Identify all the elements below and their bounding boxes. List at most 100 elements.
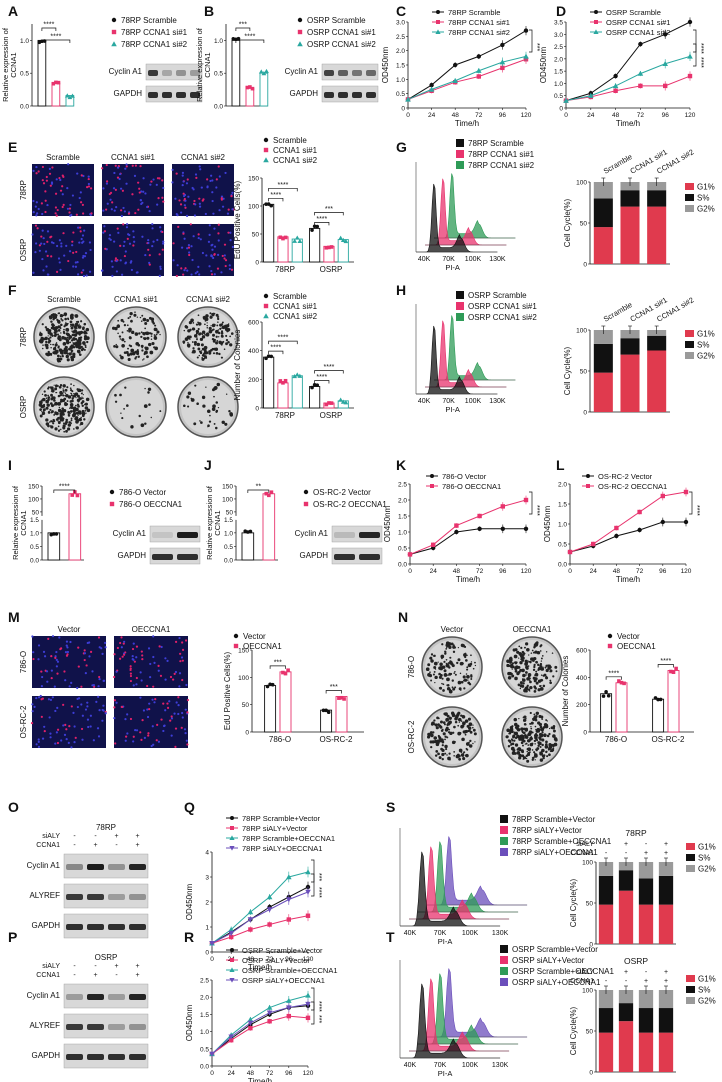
colony (62, 389, 65, 392)
image-column-label: CCNA1 si#2 (181, 153, 226, 162)
colony (434, 682, 436, 684)
colony (429, 656, 433, 660)
cell-dot (87, 175, 90, 178)
cell-dot (208, 265, 211, 268)
sig-bracket (269, 665, 286, 669)
colony (197, 321, 199, 324)
cell-dot (43, 655, 47, 658)
x-tick-label: 786-O (269, 735, 291, 744)
legend-label: S% (697, 194, 709, 203)
colony (463, 679, 466, 682)
colony (540, 669, 543, 671)
cell-dot (42, 650, 46, 653)
sig-stars: **** (316, 374, 327, 381)
cell-dot (129, 679, 133, 683)
colony (545, 740, 548, 744)
colony (226, 330, 229, 333)
colony (542, 756, 545, 760)
blot-band (108, 924, 125, 930)
colony (529, 685, 533, 690)
colony (519, 681, 523, 685)
legend-label: OSRP Scramble (606, 8, 661, 17)
cell-dot (218, 209, 221, 212)
data-point (247, 917, 254, 923)
cell-dot (35, 201, 38, 204)
cell-dot (186, 247, 189, 250)
stack-segment (618, 862, 634, 871)
plate-well (109, 310, 163, 364)
legend-swatch (500, 815, 508, 823)
colony (452, 731, 455, 734)
colony (144, 322, 148, 326)
cell-dot (179, 660, 182, 663)
colony (129, 352, 133, 356)
colony (221, 420, 225, 425)
cell-dot (187, 195, 190, 198)
colony (78, 339, 81, 343)
cell-dot (116, 646, 119, 650)
data-point (266, 202, 271, 206)
colony (524, 728, 529, 732)
colony (215, 313, 219, 317)
legend-label: OSRP Scramble+Vector (512, 945, 598, 954)
cell-dot (110, 208, 113, 211)
data-point (428, 86, 435, 92)
data-point (329, 401, 334, 405)
cell-dot (184, 206, 187, 209)
colony (526, 647, 530, 652)
cell-dot (87, 182, 90, 186)
blot-title: OSRP (95, 953, 118, 962)
y-tick-label: 2.0 (200, 995, 209, 1002)
legend-label: 78RP CCNA1 si#2 (448, 28, 510, 37)
legend-label: OSRP CCNA1 si#1 (606, 18, 670, 27)
series-line (569, 521, 686, 553)
colony (78, 353, 82, 356)
blot-band (108, 994, 125, 1000)
cell-dot (115, 259, 118, 263)
x-tick-label: 24 (228, 1070, 236, 1077)
colony (472, 728, 476, 732)
colony (134, 311, 136, 313)
cell-dot (119, 244, 122, 247)
colony (70, 417, 73, 420)
data-point (228, 1034, 234, 1040)
colony (217, 336, 220, 338)
colony (50, 320, 53, 323)
colony (535, 660, 538, 664)
x-tick-label: 100K (465, 398, 482, 405)
bar (241, 532, 255, 561)
cell-dot (135, 676, 138, 680)
x-tick-label: 96 (285, 956, 293, 963)
colony (41, 347, 44, 350)
cell-dot (141, 654, 144, 657)
x-tick-label: 0 (210, 956, 214, 963)
colony (67, 395, 72, 399)
legend-label: 78RP CCNA1 si#1 (121, 28, 188, 37)
colony (521, 750, 525, 754)
cell-dot (190, 245, 193, 248)
colony (80, 416, 82, 419)
colony (470, 677, 473, 680)
cell-dot (73, 725, 76, 728)
colony (528, 654, 530, 656)
colony (529, 740, 531, 742)
colony (199, 337, 204, 342)
colony (229, 335, 232, 338)
colony (196, 403, 199, 405)
cell-dot (152, 655, 155, 659)
stack-segment (638, 1008, 654, 1033)
colony (437, 661, 439, 663)
y-tick-label: 3.0 (396, 20, 405, 27)
data-point (476, 54, 481, 59)
cell-dot (46, 230, 50, 233)
colony (65, 321, 67, 324)
image-row-label: 786-O (19, 651, 28, 673)
legend-label: G1% (697, 330, 715, 339)
colony (153, 346, 155, 348)
colony (159, 333, 161, 336)
colony (41, 393, 44, 396)
data-point (248, 1025, 253, 1031)
cell-dot (69, 640, 72, 644)
cell-dot (90, 212, 93, 215)
